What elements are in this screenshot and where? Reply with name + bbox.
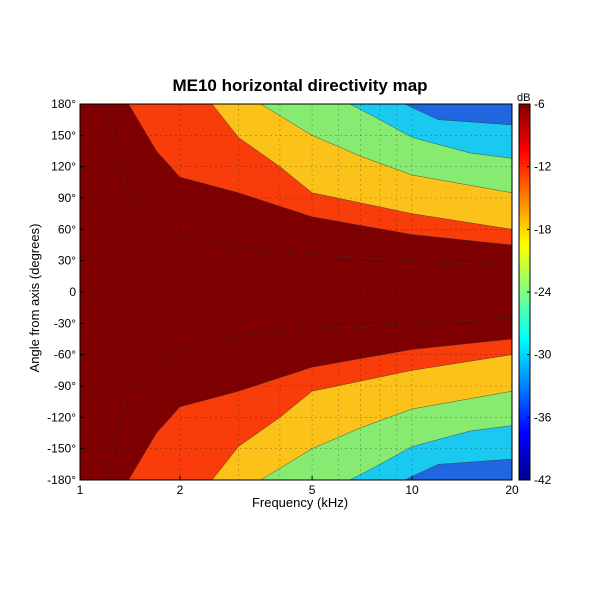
- x-tick-label: 2: [177, 483, 184, 497]
- level-bands: [79, 103, 513, 481]
- y-tick-label: 90°: [58, 191, 76, 205]
- y-tick-label: 150°: [51, 128, 76, 142]
- x-axis-ticks: 1 2 5 10 20: [77, 476, 519, 497]
- y-tick-label: 180°: [51, 97, 76, 111]
- colorbar-tick-label: -6: [534, 97, 545, 111]
- x-axis-label: Frequency (kHz): [251, 495, 349, 510]
- colorbar-tick-label: -24: [534, 285, 552, 299]
- y-tick-label: 0: [69, 285, 76, 299]
- colorbar: -6 -12 -18 -24 -30 -36 -42 dB: [517, 92, 552, 487]
- y-tick-label: 120°: [51, 160, 76, 174]
- colorbar-tick-label: -30: [534, 348, 552, 362]
- y-tick-label: -90°: [54, 379, 76, 393]
- colorbar-tick-label: -42: [534, 473, 552, 487]
- y-tick-label: -60°: [54, 348, 76, 362]
- colorbar-tick-label: -18: [534, 222, 552, 236]
- colorbar-tick-label: -12: [534, 160, 552, 174]
- y-axis-ticks: 180° 150° 120° 90° 60° 30° 0 -30° -60° -90° -120° -…: [47, 97, 84, 487]
- y-tick-label: -180°: [47, 473, 76, 487]
- x-tick-label: 5: [309, 483, 316, 497]
- y-tick-label: -30°: [54, 316, 76, 330]
- chart-title: ME10 horizontal directivity map: [172, 76, 428, 95]
- x-tick-label: 1: [77, 483, 84, 497]
- x-tick-label: 20: [505, 483, 519, 497]
- y-tick-label: 30°: [58, 254, 76, 268]
- colorbar-tick-label: -36: [534, 410, 552, 424]
- grid-lines: [79, 103, 513, 481]
- y-tick-label: 60°: [58, 222, 76, 236]
- x-tick-label: 10: [405, 483, 419, 497]
- y-tick-label: -120°: [47, 410, 76, 424]
- y-tick-label: -150°: [47, 442, 76, 456]
- colorbar-label: dB: [517, 92, 530, 104]
